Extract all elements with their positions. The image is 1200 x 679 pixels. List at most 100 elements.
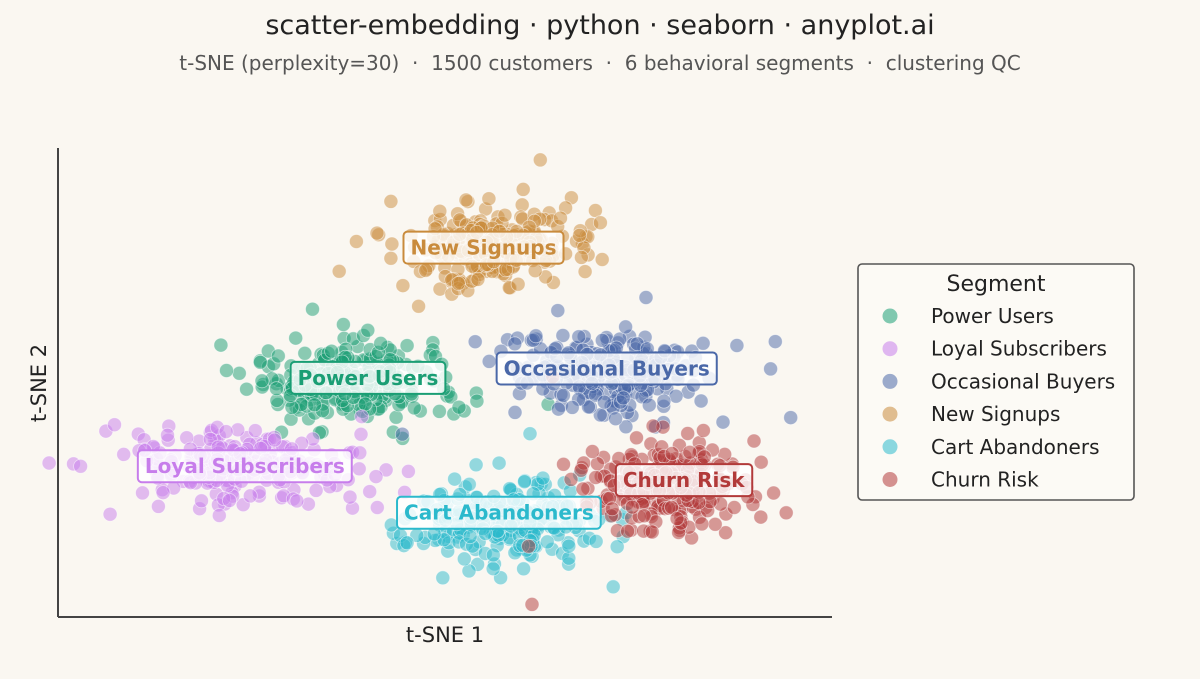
point-new-signups (470, 271, 486, 287)
point-cart-abandoners (609, 539, 625, 555)
point-churn-risk (718, 525, 733, 541)
point-occasional-buyers (608, 411, 623, 427)
point-new-signups (418, 262, 434, 278)
point-occasional-buyers (693, 393, 709, 409)
point-cart-abandoners (535, 470, 551, 486)
point-cart-abandoners (522, 426, 538, 442)
point-new-signups (331, 263, 347, 279)
point-loyal-subscribers (211, 508, 227, 523)
legend-label: Churn Risk (931, 468, 1039, 492)
point-cart-abandoners (447, 471, 463, 487)
point-occasional-buyers (783, 410, 799, 426)
point-cart-abandoners (605, 579, 621, 595)
point-loyal-subscribers (218, 424, 234, 440)
point-new-signups (348, 234, 364, 249)
cluster-label-loyal-subscribers: Loyal Subscribers (136, 449, 353, 484)
point-loyal-subscribers (368, 469, 384, 485)
point-occasional-buyers (394, 426, 410, 442)
point-new-signups (411, 298, 427, 314)
point-churn-risk (691, 495, 707, 511)
point-new-signups (572, 227, 587, 243)
point-loyal-subscribers (400, 463, 416, 479)
point-power-users (469, 393, 485, 409)
point-loyal-subscribers (155, 485, 171, 501)
point-power-users (324, 343, 340, 359)
point-churn-risk (696, 449, 712, 465)
point-occasional-buyers (729, 338, 745, 353)
point-new-signups (553, 210, 568, 226)
point-new-signups (594, 252, 610, 267)
point-power-users (431, 403, 447, 419)
point-power-users (270, 348, 286, 364)
point-loyal-subscribers (362, 484, 378, 500)
point-occasional-buyers (615, 390, 631, 406)
point-power-users (213, 337, 229, 353)
point-cart-abandoners (517, 474, 532, 490)
point-loyal-subscribers (353, 426, 369, 442)
point-power-users (335, 317, 351, 332)
point-power-users (231, 365, 247, 381)
x-axis-label: t-SNE 1 (406, 623, 484, 647)
point-new-signups (384, 236, 400, 252)
cluster-label-box (614, 463, 754, 498)
point-power-users (239, 381, 255, 397)
point-new-signups (395, 278, 411, 294)
point-occasional-buyers (556, 387, 571, 403)
legend-item-churn-risk: Churn Risk (882, 468, 1039, 492)
point-churn-risk (629, 430, 644, 446)
point-churn-risk (521, 538, 536, 554)
legend-items: Power Users Loyal Subscribers Occasional B… (882, 304, 1115, 492)
point-loyal-subscribers (73, 458, 88, 474)
point-new-signups (577, 264, 593, 280)
y-axis-label: t-SNE 2 (27, 344, 51, 422)
chart-title: scatter-embedding · python · seaborn · a… (265, 10, 934, 41)
point-loyal-subscribers (150, 498, 166, 514)
point-loyal-subscribers (135, 485, 150, 501)
cluster-label-text: Loyal Subscribers (145, 454, 345, 478)
point-churn-risk (644, 524, 660, 540)
legend-box (857, 263, 1135, 501)
point-power-users (305, 301, 320, 317)
legend-marker (882, 439, 898, 455)
cluster-label-new-signups: New Signups (402, 230, 565, 265)
cluster-label-text: Power Users (298, 366, 439, 390)
point-cart-abandoners (435, 570, 451, 586)
point-power-users (252, 354, 268, 370)
point-churn-risk (604, 501, 620, 517)
point-cart-abandoners (485, 547, 501, 563)
point-new-signups (481, 191, 497, 207)
point-new-signups (497, 207, 513, 223)
point-churn-risk (680, 426, 696, 441)
point-power-users (399, 338, 415, 354)
point-churn-risk (766, 485, 781, 501)
cluster-label-occasional-buyers: Occasional Buyers (495, 351, 718, 386)
point-new-signups (532, 152, 548, 168)
point-occasional-buyers (467, 334, 483, 350)
point-power-users (357, 396, 373, 412)
legend: Segment Power Users Loyal Subscribers Occa… (857, 263, 1135, 501)
point-occasional-buyers (638, 290, 654, 305)
point-churn-risk (694, 516, 710, 532)
legend-label: Occasional Buyers (931, 369, 1115, 393)
point-churn-risk (707, 516, 723, 532)
point-churn-risk (573, 462, 589, 478)
cluster-label-text: New Signups (410, 236, 556, 260)
point-occasional-buyers (641, 397, 657, 413)
point-power-users (288, 330, 304, 346)
cluster-label-box (136, 449, 353, 484)
point-new-signups (515, 181, 531, 197)
point-cart-abandoners (399, 535, 415, 551)
point-loyal-subscribers (267, 432, 283, 448)
point-cart-abandoners (516, 561, 531, 577)
point-loyal-subscribers (116, 446, 132, 462)
point-occasional-buyers (551, 401, 566, 417)
point-new-signups (383, 193, 399, 209)
point-new-signups (527, 263, 543, 279)
point-occasional-buyers (528, 328, 544, 344)
point-churn-risk (778, 505, 794, 521)
point-churn-risk (746, 433, 762, 449)
point-power-users (360, 322, 376, 338)
point-churn-risk (726, 500, 742, 515)
point-churn-risk (563, 471, 579, 487)
